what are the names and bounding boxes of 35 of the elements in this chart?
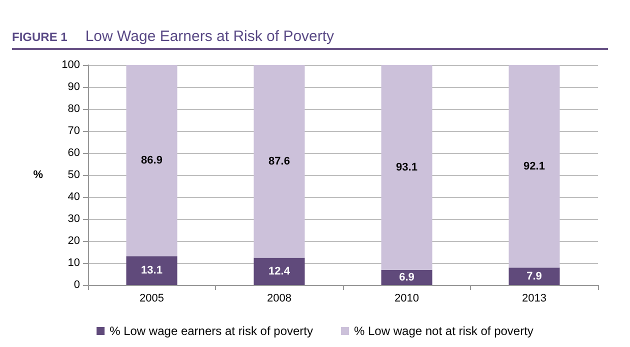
data-label: 92.1 (524, 160, 545, 172)
y-tick-label: 70 (68, 125, 80, 137)
x-tick-label: 2013 (522, 292, 546, 304)
y-tick-label: 40 (68, 191, 80, 203)
x-tick-label: 2010 (394, 292, 419, 304)
data-label: 12.4 (268, 265, 291, 278)
bar (126, 65, 178, 256)
y-tick-label: 90 (68, 81, 80, 93)
caption: FIGURE 1 (12, 30, 68, 44)
x-tick-label: 2005 (140, 292, 164, 304)
data-label: 7.9 (526, 270, 542, 282)
y-tick-label: 60 (68, 147, 80, 159)
data-label: 13.1 (141, 264, 162, 277)
y-tick-label: 80 (68, 103, 80, 115)
bar (381, 65, 432, 270)
bar (126, 256, 178, 285)
data-label: 87.6 (268, 155, 290, 168)
y-tick-label: 0 (74, 279, 80, 291)
y-axis-title: % (33, 169, 44, 181)
bar (254, 65, 305, 258)
data-label: 6.9 (399, 271, 414, 284)
chart-title: Low Wage Earners at Risk of Poverty (85, 28, 334, 45)
data-label: 86.9 (141, 154, 162, 167)
bar (254, 258, 305, 285)
data-label: 93.1 (396, 161, 418, 174)
y-tick-label: 20 (68, 235, 80, 247)
y-tick-label: 10 (68, 257, 80, 269)
y-tick-label: 50 (68, 169, 80, 181)
legend-label: % Low wage not at risk of poverty (354, 324, 534, 338)
x-tick-label: 2008 (267, 292, 292, 304)
bar (508, 65, 560, 268)
y-tick-label: 30 (68, 213, 80, 225)
y-tick-label: 100 (62, 59, 80, 71)
bar (508, 268, 560, 285)
legend-label: % Low wage earners at risk of poverty (110, 324, 314, 338)
